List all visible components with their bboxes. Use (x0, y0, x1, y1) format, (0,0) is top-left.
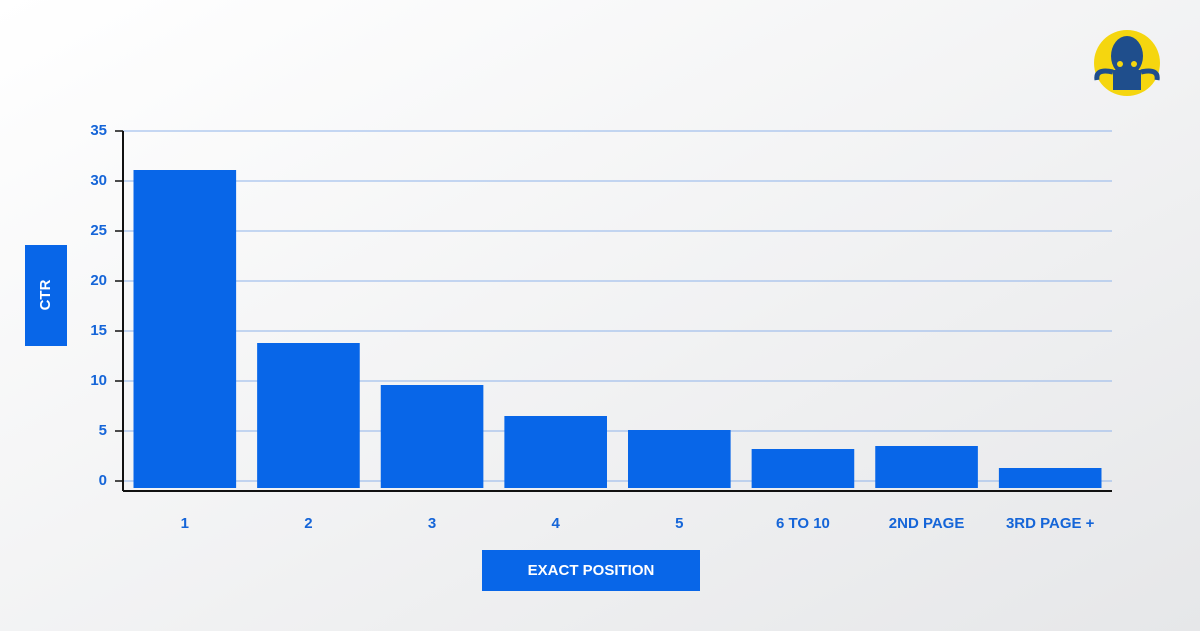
bar (628, 430, 731, 488)
bar (998, 468, 1102, 488)
x-tick-label: 3RD PAGE + (1006, 515, 1095, 532)
x-tick-label: 2ND PAGE (889, 515, 965, 532)
x-axis-title-box (482, 550, 700, 591)
x-tick-label: 4 (552, 515, 561, 532)
bar (133, 170, 237, 488)
logo (1094, 30, 1160, 96)
y-axis-title: CTR (37, 279, 54, 310)
x-tick-label: 2 (304, 515, 312, 532)
y-tick-label: 30 (90, 172, 107, 189)
bar (875, 446, 978, 488)
y-tick-label: 20 (90, 272, 107, 289)
y-tick-label: 5 (99, 422, 107, 439)
y-axis-title-box (25, 245, 67, 346)
x-tick-label: 6 TO 10 (776, 515, 830, 532)
y-tick-label: 15 (90, 322, 107, 339)
y-tick-label: 25 (90, 222, 107, 239)
bar (751, 449, 855, 488)
x-tick-label: 5 (675, 515, 683, 532)
bar (504, 416, 607, 488)
y-tick-label: 10 (90, 372, 107, 389)
bar (257, 343, 360, 488)
y-tick-label: 0 (99, 472, 107, 489)
x-tick-label: 3 (428, 515, 436, 532)
x-axis-title: EXACT POSITION (528, 562, 655, 579)
bar (380, 385, 484, 488)
y-tick-label: 35 (90, 122, 107, 139)
x-tick-label: 1 (181, 515, 189, 532)
